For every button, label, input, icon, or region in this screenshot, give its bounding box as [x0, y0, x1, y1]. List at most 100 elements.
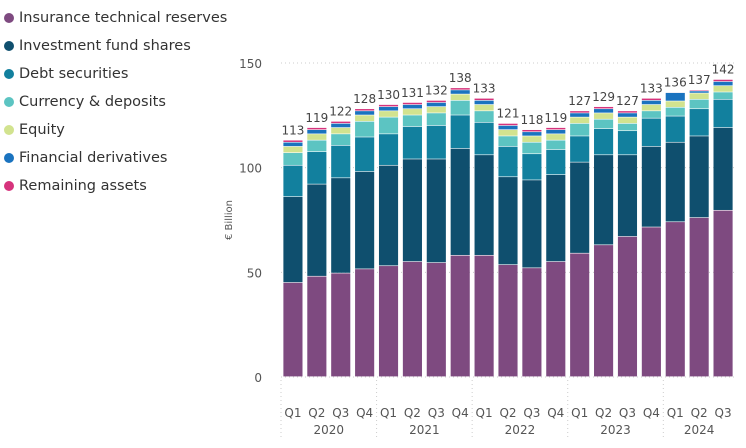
total-label: 119 [305, 111, 328, 125]
total-label: 129 [592, 90, 615, 104]
bar-segment [402, 104, 422, 109]
bar-segment [426, 262, 446, 377]
bar-segment [474, 122, 494, 155]
x-tick-label: Q4 [356, 406, 373, 420]
legend-item[interactable]: Financial derivatives [4, 144, 227, 172]
total-label: 136 [664, 75, 687, 89]
bar-segment [522, 132, 542, 136]
x-tick-label: Q4 [452, 406, 469, 420]
bar-segment [283, 140, 303, 142]
bar-segment [378, 117, 399, 134]
bar-segment [402, 261, 422, 377]
bar-segment [450, 100, 470, 115]
total-label: 121 [497, 107, 520, 121]
bar-segment [641, 98, 661, 101]
legend-item[interactable]: Remaining assets [4, 172, 227, 200]
bar-segment [426, 100, 446, 103]
total-label: 127 [616, 94, 639, 108]
bar-segment [474, 155, 494, 255]
bar-segment [474, 98, 494, 101]
bar-segment [665, 222, 685, 377]
bar-segment [378, 111, 399, 117]
bar-segment [426, 102, 446, 107]
bar-segment [307, 129, 327, 134]
bar-segment [594, 155, 614, 245]
bar-segment [402, 102, 422, 105]
bar-segment [355, 171, 375, 269]
total-label: 128 [353, 92, 376, 106]
bar-segment [570, 162, 590, 253]
bar-segment [546, 129, 566, 134]
y-tick-label: 50 [247, 266, 262, 280]
bar-segment [498, 136, 518, 147]
bar-segment [617, 131, 638, 155]
bar-segment [378, 104, 399, 107]
bar-segment [307, 140, 327, 152]
legend-item[interactable]: Insurance technical reserves [4, 4, 227, 32]
total-label: 142 [712, 63, 735, 77]
bar-segment [474, 100, 494, 105]
bar-segment [665, 116, 685, 142]
y-axis-label: € Billion [224, 200, 235, 240]
bar-segment [546, 140, 566, 150]
x-tick-label: Q3 [715, 406, 732, 420]
bar-segment [355, 109, 375, 111]
bar-segment [498, 125, 518, 130]
legend: Insurance technical reserves Investment f… [4, 4, 227, 200]
bar-segment [331, 145, 351, 178]
bar-segment [641, 111, 661, 118]
bar-segment [402, 126, 422, 159]
bar-segment [307, 276, 327, 377]
total-label: 133 [473, 82, 496, 96]
bar-segment [617, 123, 638, 131]
bar-segment [617, 113, 638, 117]
y-tick-label: 0 [254, 371, 262, 385]
bar-segment [641, 104, 661, 111]
year-label: 2024 [684, 423, 715, 437]
bar-segment [522, 129, 542, 132]
bar-segment [355, 115, 375, 122]
bar-segment [617, 236, 638, 377]
bar-segment [283, 142, 303, 147]
bar-segment [546, 134, 566, 140]
bar-segment [713, 210, 733, 377]
legend-item[interactable]: Investment fund shares [4, 32, 227, 60]
bar-segment [594, 245, 614, 377]
bar-segment [426, 113, 446, 126]
legend-item[interactable]: Equity [4, 116, 227, 144]
bar-segment [689, 136, 709, 218]
bar-segment [594, 128, 614, 155]
bar-segment [450, 115, 470, 149]
bar-segment [522, 268, 542, 377]
x-tick-label: Q4 [643, 406, 660, 420]
bar-segment [498, 177, 518, 265]
year-label: 2021 [409, 423, 440, 437]
year-label: 2022 [505, 423, 536, 437]
bar-segment [450, 88, 470, 90]
bar-segment [665, 92, 685, 101]
bar-segment [713, 86, 733, 92]
bar-segment [665, 142, 685, 222]
bar-segment [498, 146, 518, 177]
bar-segment [641, 227, 661, 377]
total-label: 127 [568, 94, 591, 108]
bar-segment [594, 113, 614, 119]
bar-segment [617, 155, 638, 237]
bar-segment [355, 269, 375, 377]
total-label: 113 [281, 123, 304, 137]
legend-dot-icon [4, 13, 14, 23]
bar-segment [283, 196, 303, 283]
x-tick-label: Q1 [476, 406, 493, 420]
bar-segment [331, 134, 351, 146]
legend-item[interactable]: Currency & deposits [4, 88, 227, 116]
bar-segment [307, 184, 327, 276]
total-label: 132 [425, 84, 448, 98]
bar-segment [498, 129, 518, 136]
x-tick-label: Q2 [691, 406, 708, 420]
bar-segment [355, 121, 375, 137]
bar-segment [378, 134, 399, 165]
bar-segment [355, 137, 375, 172]
legend-item[interactable]: Debt securities [4, 60, 227, 88]
bar-segment [474, 255, 494, 377]
bar-segment [331, 123, 351, 128]
